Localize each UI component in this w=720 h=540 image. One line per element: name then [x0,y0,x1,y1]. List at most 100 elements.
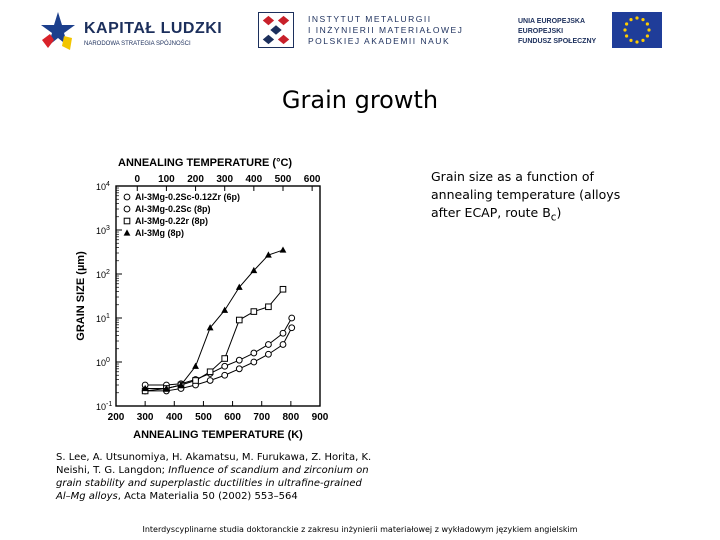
reference-authors: S. Lee, A. Utsunomiya, H. Akamatsu, M. F… [56,452,372,476]
x-axis-label: ANNEALING TEMPERATURE (K) [133,429,303,441]
reference-journal: , Acta Materialia 50 (2002) 553–564 [117,491,298,502]
data-point [123,193,131,201]
top-axis-label: ANNEALING TEMPERATURE (°C) [118,157,292,169]
data-point [265,251,272,258]
kapital-ludzki-star-icon [41,12,75,50]
x-tick-label: 700 [253,412,270,423]
data-point [221,371,229,379]
data-point [250,308,258,315]
page-title: Grain growth [281,86,439,114]
eu-flag-star [625,22,629,26]
data-point [279,341,287,348]
series-line [145,249,284,389]
caption-close: ) [556,205,562,220]
top-tick-label: 100 [158,174,175,185]
eu-line-1: UNIA EUROPEJSKA [518,18,586,25]
data-point [206,377,214,384]
y-tick-label: 10-1 [96,401,112,412]
eu-flag-icon [612,12,662,48]
kapital-ludzki-subtitle: NARODOWA STRATEGIA SPÓJNOŚCI [84,41,191,47]
eu-flag-star [645,34,649,38]
institute-line-2: I INŻYNIERII MATERIAŁOWEJ [308,25,464,35]
top-tick-label: 0 [134,174,140,185]
data-point [206,324,214,331]
kapital-ludzki-logo: KAPITAŁ LUDZKI NARODOWA STRATEGIA SPÓJNO… [38,8,222,54]
legend-label: Al-3Mg (8p) [135,228,184,238]
data-point [265,303,272,311]
y-tick-label: 104 [96,181,110,192]
data-point [279,329,287,337]
data-point [250,358,258,366]
data-point [235,283,243,290]
reference-title: Influence of scandium and zirconium on g… [56,465,369,502]
data-point [177,381,185,388]
caption-subscript: c [550,211,557,224]
y-tick-label: 100 [96,357,110,368]
data-point [279,285,287,293]
x-tick-label: 600 [224,412,241,423]
legend-label: Al-3Mg-0.2Sc-0.12Zr (6p) [135,192,240,202]
eu-flag-star [625,34,629,38]
x-tick-label: 200 [108,412,125,423]
eu-line-2: EUROPEJSKI [518,28,564,35]
y-tick-label: 102 [96,269,110,280]
y-tick-label: 103 [96,225,110,236]
data-point [265,350,272,358]
eu-logo: UNIA EUROPEJSKA EUROPEJSKI FUNDUSZ SPOŁE… [508,8,668,54]
institute-line-1: INSTYTUT METALURGII [308,14,432,24]
series-4 [141,246,287,392]
kapital-ludzki-title: KAPITAŁ LUDZKI [84,20,223,37]
eu-flag-star [629,18,633,22]
eu-flag-star [641,38,645,42]
data-point [250,349,258,357]
footer-text: Interdyscyplinarne studia doktoranckie z… [142,525,578,534]
institute-logo: INSTYTUT METALURGII I INŻYNIERII MATERIA… [256,12,462,50]
y-axis-label: GRAIN SIZE (µm) [75,251,87,341]
data-point [235,365,243,373]
data-point [192,377,199,384]
series-line [145,288,284,392]
plot-frame [115,185,321,407]
data-point [221,306,229,313]
data-point [288,314,296,322]
data-point [141,384,149,392]
eu-flag-star [635,40,639,44]
institute-badge-icon [258,12,294,48]
x-tick-label: 500 [195,412,212,423]
top-tick-label: 300 [216,174,233,185]
reference-citation: S. Lee, A. Utsunomiya, H. Akamatsu, M. F… [56,451,376,503]
data-point [288,324,296,332]
top-tick-label: 200 [187,174,204,185]
series-3 [141,285,287,395]
top-tick-label: 500 [275,174,292,185]
data-point [123,217,131,225]
institute-line-3: POLSKIEJ AKADEMII NAUK [308,36,451,46]
legend-label: Al-3Mg-0.22r (8p) [135,216,208,226]
data-point [265,341,272,348]
top-tick-label: 600 [304,174,321,185]
data-point [163,384,170,392]
caption-text: Grain size as a function of annealing te… [431,169,621,220]
data-point [123,229,131,236]
data-point [221,355,229,362]
top-tick-label: 400 [246,174,263,185]
x-tick-label: 800 [283,412,300,423]
eu-flag-star [635,16,639,20]
data-point [235,316,243,324]
eu-flag-star [647,28,651,32]
eu-flag-star [641,18,645,22]
eu-flag-star [645,22,649,26]
grain-size-chart: 200 300 400 500 600 700 800 900 ANNEALING TEMPER… [75,157,329,441]
legend: Al-3Mg-0.2Sc-0.12Zr (6p) Al-3Mg-0.2Sc (8p… [123,192,240,238]
series-line [145,327,293,392]
y-tick-label: 101 [96,313,110,324]
chart-caption: Grain size as a function of annealing te… [431,168,641,227]
data-point [206,368,214,376]
eu-flag-star [623,28,627,32]
eu-line-3: FUNDUSZ SPOŁECZNY [518,38,597,45]
eu-flag-star [629,38,633,42]
x-tick-label: 900 [312,412,329,423]
x-tick-label: 300 [137,412,154,423]
data-point [192,362,199,369]
data-point [279,246,287,253]
